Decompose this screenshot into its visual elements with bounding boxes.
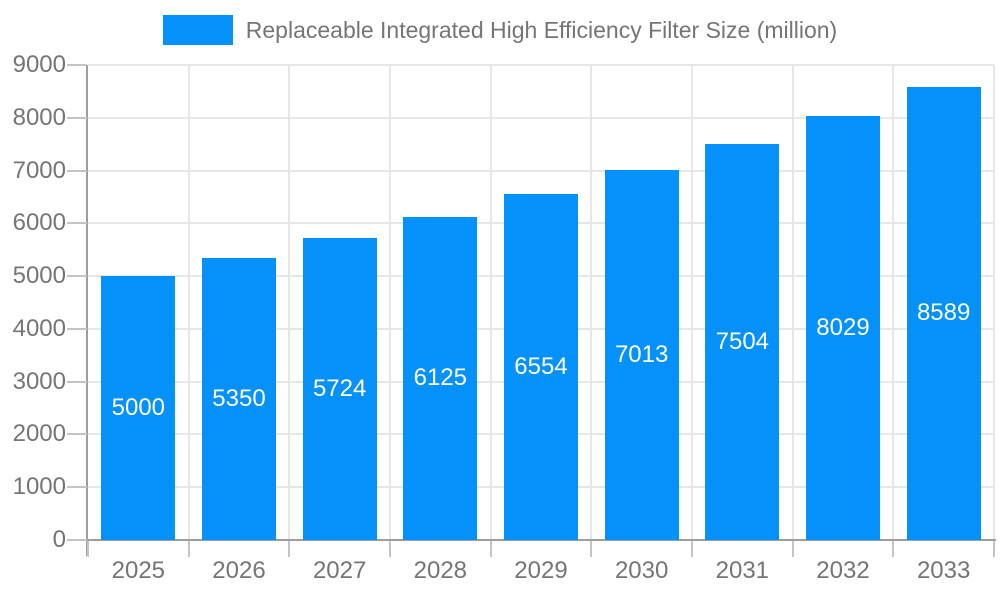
x-axis-tick	[389, 541, 391, 557]
bar-2027: 5724	[302, 237, 377, 540]
x-axis-line	[86, 539, 996, 541]
bar-value-label: 5350	[212, 384, 266, 412]
bar-2033: 8589	[906, 86, 981, 540]
bar-2032: 8029	[806, 116, 880, 540]
x-axis-tick	[791, 541, 794, 557]
bar-value-label: 5000	[111, 394, 166, 422]
horizontal-gridline	[88, 169, 994, 172]
vertical-gridline	[691, 65, 693, 540]
chart-title: Replaceable Integrated High Efficiency F…	[245, 16, 838, 43]
y-axis-tick	[67, 539, 87, 541]
y-axis-label: 2000	[12, 420, 66, 448]
bar-2030: 7013	[604, 169, 679, 540]
vertical-gridline	[590, 65, 593, 540]
x-axis-label: 2028	[413, 557, 468, 584]
bar-2029: 6554	[504, 194, 578, 540]
bar-value-label: 5724	[312, 374, 367, 402]
x-axis-tick	[993, 541, 995, 557]
vertical-gridline	[389, 65, 391, 540]
y-axis-tick	[67, 169, 87, 172]
y-axis-label: 6000	[12, 209, 66, 237]
y-axis-tick	[67, 116, 87, 119]
vertical-gridline	[288, 65, 291, 540]
x-axis-tick	[87, 541, 89, 557]
bar-value-label: 8029	[816, 314, 870, 342]
chart-legend: Replaceable Integrated High Efficiency F…	[0, 15, 1000, 45]
y-axis-label: 0	[52, 526, 66, 553]
x-axis-tick	[187, 541, 190, 557]
x-axis-label: 2032	[816, 557, 870, 584]
legend-swatch	[162, 15, 233, 45]
y-axis-label: 3000	[12, 367, 66, 395]
x-axis-label: 2033	[916, 557, 971, 584]
x-axis-label: 2030	[614, 557, 669, 584]
bar-2025: 5000	[101, 276, 176, 540]
horizontal-gridline	[88, 64, 994, 66]
y-axis-tick	[67, 327, 87, 330]
bar-value-label: 6554	[514, 353, 568, 381]
y-axis-tick	[67, 275, 87, 278]
y-axis-tick	[67, 486, 87, 489]
y-axis-line	[86, 65, 88, 556]
bar-2026: 5350	[202, 257, 276, 540]
x-axis-label: 2026	[212, 557, 266, 584]
vertical-gridline	[993, 65, 995, 540]
y-axis-label: 8000	[12, 103, 66, 131]
x-axis-tick	[590, 541, 593, 557]
horizontal-gridline	[88, 116, 994, 119]
x-axis-tick	[691, 541, 693, 557]
x-axis-tick	[892, 541, 895, 557]
vertical-gridline	[791, 65, 794, 540]
y-axis-tick	[67, 222, 87, 225]
vertical-gridline	[892, 65, 895, 540]
x-axis-label: 2025	[111, 557, 166, 584]
plot-area: 0 1000 2000 3000 4000 5000 6000 7000 8000 9000 500…	[13, 52, 996, 584]
bar-2028: 6125	[403, 216, 478, 540]
bar-2031: 7504	[705, 143, 780, 540]
vertical-gridline	[489, 65, 492, 540]
bar-value-label: 7013	[614, 340, 669, 368]
y-axis-label: 7000	[12, 156, 66, 184]
y-axis-label: 1000	[12, 473, 66, 501]
bar-value-label: 7504	[715, 327, 770, 355]
vertical-gridline	[187, 65, 190, 540]
y-axis-label: 9000	[12, 51, 66, 78]
x-axis-label: 2027	[312, 557, 367, 584]
x-axis-tick	[489, 541, 492, 557]
bar-value-label: 8589	[916, 299, 971, 327]
y-axis-label: 5000	[12, 262, 66, 290]
x-axis-label: 2029	[514, 557, 568, 584]
y-axis-tick	[67, 380, 87, 383]
x-axis-tick	[288, 541, 291, 557]
bar-value-label: 6125	[413, 364, 468, 392]
y-axis-tick	[67, 64, 87, 66]
y-axis-tick	[67, 433, 87, 436]
x-axis-label: 2031	[715, 557, 770, 584]
y-axis-label: 4000	[12, 314, 66, 342]
